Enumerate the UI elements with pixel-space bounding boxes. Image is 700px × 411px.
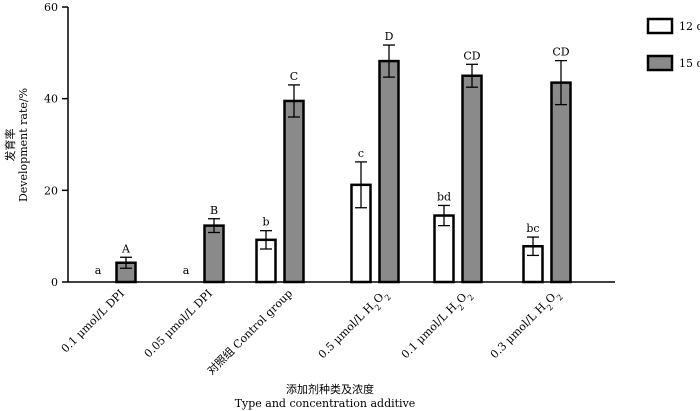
bar (550, 81, 572, 284)
legend-label: 12 d (679, 20, 700, 33)
legend-swatch (646, 17, 674, 35)
category-label: 0.1 μmol/L DPI (59, 287, 127, 355)
bar (378, 59, 400, 284)
category-label: 0.05 μmol/L DPI (142, 287, 215, 360)
y-axis-title-cn: 发育率 (3, 129, 17, 162)
significance-label: a (183, 264, 190, 277)
y-tick-label: 0 (51, 276, 58, 289)
bar (283, 99, 305, 284)
legend-swatch (646, 54, 674, 72)
y-axis-title: Development rate/% (17, 88, 30, 202)
y-tick-label: 40 (44, 93, 58, 106)
significance-label: CD (552, 46, 569, 59)
significance-label: a (95, 264, 102, 277)
legend: 12 d 15 d (646, 17, 700, 72)
significance-label: b (262, 216, 269, 229)
significance-label: A (121, 242, 131, 255)
category-label: 0.5 μmol/L H2O2 (316, 287, 393, 364)
significance-label: CD (463, 49, 480, 62)
significance-label: bc (526, 222, 539, 235)
x-axis-title: Type and concentration additive (235, 397, 416, 410)
bar (461, 74, 483, 284)
category-label: 对照组 Control group (204, 286, 295, 377)
significance-label: C (290, 70, 298, 83)
category-label: 0.1 μmol/L H2O2 (399, 287, 476, 364)
significance-label: bd (437, 190, 451, 203)
axes: 0 20 40 60 发育率 Development rate/% 添加剂种类及浓度Type… (3, 1, 615, 410)
significance-label: B (210, 204, 218, 217)
y-tick-label: 20 (44, 184, 58, 197)
bars (115, 44, 572, 284)
x-axis-title-cn: 添加剂种类及浓度 (286, 382, 374, 396)
y-tick-label: 60 (44, 1, 58, 14)
significance-label: c (358, 147, 364, 160)
bar (203, 224, 225, 284)
legend-label: 15 d (679, 57, 700, 70)
category-label: 0.3 μmol/L H2O2 (488, 287, 565, 364)
significance-label: D (385, 30, 394, 43)
